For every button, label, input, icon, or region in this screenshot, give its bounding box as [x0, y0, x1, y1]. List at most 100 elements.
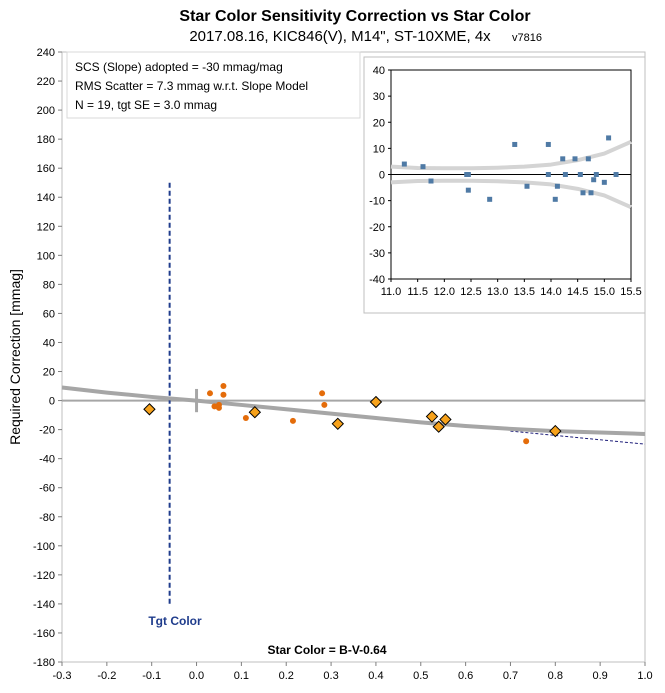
inset-y-tick-label: -40 [369, 274, 385, 286]
y-tick-label: 200 [37, 105, 55, 117]
stats-box: SCS (Slope) adopted = -30 mmag/mag RMS S… [66, 51, 361, 119]
data-point-circle [220, 383, 227, 390]
inset-data-point [465, 187, 471, 193]
x-tick-label: 0.1 [234, 670, 249, 682]
inset-data-point [487, 196, 493, 202]
inset-y-tick-label: -20 [369, 222, 385, 234]
inset-y-tick-label: -10 [369, 196, 385, 208]
inset-data-point [401, 161, 407, 167]
model-curve [61, 385, 646, 436]
data-point-circle [206, 390, 213, 397]
inset-data-point [606, 135, 612, 141]
data-point-diamond [549, 424, 562, 438]
inset-chart: -40 -30 -20 -10 0 10 20 30 40 11.0 11.5 12.0 12.5 13.… [363, 56, 646, 314]
inset-data-point [554, 183, 560, 189]
inset-data-point [601, 179, 607, 185]
y-tick-label: -60 [39, 483, 55, 495]
inset-band-upper [390, 140, 632, 171]
x-tick-label: 0.7 [503, 670, 518, 682]
y-tick-label: 20 [43, 367, 55, 379]
data-point-circle [242, 415, 249, 421]
inset-data-point [593, 172, 599, 177]
y-axis-label: Required Correction [mmag] [7, 269, 23, 445]
inset-x-tick-label: 11.5 [407, 286, 428, 298]
inset-y-tick-label: 30 [373, 91, 385, 103]
x-tick-label: 0.0 [189, 670, 204, 682]
inset-y-tick-label: 40 [373, 65, 385, 77]
x-tick-label: 0.5 [413, 670, 428, 682]
y-tick-label: -180 [33, 657, 55, 669]
chart-title: Star Color Sensitivity Correction vs Sta… [179, 8, 530, 25]
data-point-circle [319, 390, 326, 397]
inset-data-point [512, 141, 518, 147]
data-point-diamond [369, 395, 383, 409]
inset-x-tick-label: 14.5 [567, 286, 588, 298]
y-tick-label: -140 [33, 599, 55, 611]
inset-y-tick-label: 10 [373, 143, 385, 155]
y-tick-label: 0 [49, 396, 55, 408]
slope-model-line [510, 430, 646, 445]
x-tick-label: -0.1 [142, 670, 161, 682]
data-point-diamond [439, 413, 452, 426]
inset-y-tick-label: 0 [379, 170, 385, 182]
inset-data-point [572, 156, 578, 162]
y-tick-label: -80 [39, 512, 55, 524]
data-point-circle [220, 391, 227, 398]
inset-x-tick-label: 13.5 [514, 286, 535, 298]
inset-x-tick-label: 12.5 [460, 286, 481, 298]
inset-x-tick-label: 12.0 [434, 286, 455, 298]
data-point-diamond [143, 403, 156, 416]
inset-data-point [591, 177, 597, 183]
stats-line-1: SCS (Slope) adopted = -30 mmag/mag [75, 60, 283, 74]
x-tick-label: -0.3 [53, 670, 72, 682]
data-point-diamond [432, 420, 445, 433]
inset-x-tick-label: 15.0 [594, 286, 615, 298]
main-tick-labels: -180-160-140-120-100-80-60-40-2002040608… [33, 47, 653, 682]
y-tick-label: 120 [37, 221, 55, 233]
inset-data-point [545, 141, 551, 147]
main-series [61, 182, 646, 604]
inset-x-tick-label: 11.0 [381, 286, 402, 298]
inset-y-tick-label: 20 [373, 117, 385, 129]
inset-data-point [560, 156, 566, 162]
x-tick-label: -0.2 [97, 670, 116, 682]
inset-data-point [613, 172, 619, 177]
x-tick-label: 0.9 [593, 670, 608, 682]
x-tick-label: 0.8 [548, 670, 563, 682]
y-tick-label: -120 [33, 570, 55, 582]
y-tick-label: 40 [43, 337, 55, 349]
inset-x-tick-label: 13.0 [487, 286, 508, 298]
data-point-circle [321, 401, 328, 408]
data-point-diamond [331, 417, 345, 431]
y-tick-label: 220 [37, 76, 55, 88]
data-point-diamond [425, 410, 439, 423]
y-tick-label: 140 [37, 192, 55, 204]
x-tick-label: 0.4 [368, 670, 383, 682]
x-tick-label: 1.0 [637, 670, 652, 682]
inset-x-tick-label: 15.5 [620, 286, 641, 298]
inset-data-point [428, 178, 434, 184]
x-tick-label: 0.2 [279, 670, 294, 682]
inset-data-point [588, 190, 594, 196]
inset-data-point [552, 196, 558, 202]
inset-data-point [577, 172, 583, 177]
y-tick-label: 160 [37, 163, 55, 175]
inset-data-point [562, 172, 568, 177]
inset-data-point [465, 172, 471, 177]
chart-version: v7816 [512, 32, 542, 44]
inset-y-tick-label: -30 [369, 248, 385, 260]
inset-plot-area: -40 -30 -20 -10 0 10 20 30 40 11.0 11.5 12.0 12.5 13.… [369, 65, 642, 298]
inset-data-point [420, 164, 426, 170]
inset-data-point [524, 183, 530, 189]
tgt-color-label: Tgt Color [148, 614, 202, 628]
data-point-circle [523, 438, 530, 445]
y-tick-label: -40 [39, 454, 55, 466]
y-tick-label: 100 [37, 250, 55, 262]
inset-x-tick-label: 14.0 [540, 286, 561, 298]
data-point-circle [215, 401, 222, 408]
data-point-diamond [248, 405, 262, 419]
chart-subtitle: 2017.08.16, KIC846(V), M14", ST-10XME, 4… [189, 28, 491, 45]
y-tick-label: 180 [37, 134, 55, 146]
y-tick-label: -100 [33, 541, 55, 553]
